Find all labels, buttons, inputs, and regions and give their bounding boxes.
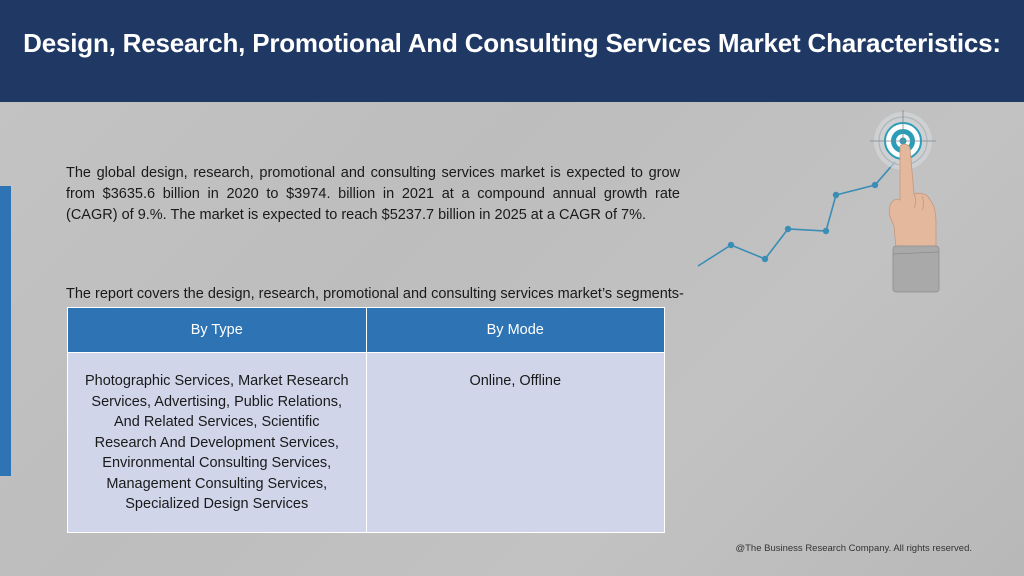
copyright-footer: @The Business Research Company. All righ… xyxy=(735,543,972,554)
accent-bar xyxy=(0,186,11,476)
header-by-mode: By Mode xyxy=(365,307,665,353)
table-row: Photographic Services, Market Research S… xyxy=(67,352,665,533)
cell-mode-values: Online, Offline xyxy=(365,352,665,533)
table-header-row: By Type By Mode xyxy=(67,307,665,353)
market-paragraph: The global design, research, promotional… xyxy=(66,165,680,223)
header-banner: Design, Research, Promotional And Consul… xyxy=(0,0,1024,102)
header-by-type: By Type xyxy=(67,307,367,353)
segments-table: By Type By Mode Photographic Services, M… xyxy=(67,307,665,533)
cell-type-values: Photographic Services, Market Research S… xyxy=(67,352,367,533)
page-title: Design, Research, Promotional And Consul… xyxy=(23,28,1001,58)
segments-intro: The report covers the design, research, … xyxy=(66,286,684,302)
pointing-hand-icon xyxy=(888,143,940,293)
target-icon xyxy=(870,110,936,172)
growth-chart-icon xyxy=(697,110,940,293)
